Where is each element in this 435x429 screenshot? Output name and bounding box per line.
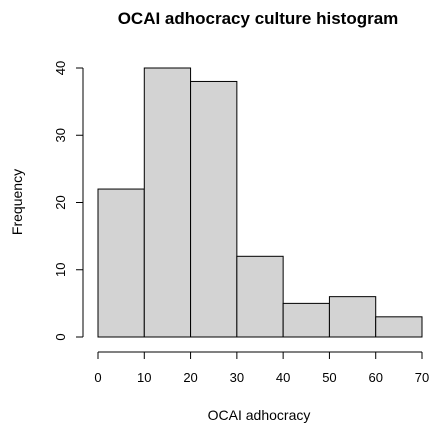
y-tick-label: 0 [53,333,68,340]
histogram-bar [328,296,377,338]
x-tick-label: 10 [137,370,151,385]
histogram-bar [190,80,238,338]
histogram-bar [143,67,192,338]
x-tick-label: 0 [94,370,101,385]
y-axis: 0 10 20 30 40 [53,61,84,341]
y-tick-label: 20 [53,195,68,209]
y-axis-title: Frequency [9,169,25,235]
x-tick-label: 60 [368,370,382,385]
y-tick-label: 10 [53,263,68,277]
histogram-bar [236,255,284,338]
x-tick-label: 40 [276,370,290,385]
x-axis-title: OCAI adhocracy [208,407,311,423]
histogram-bar [375,316,423,338]
y-tick-label: 40 [53,61,68,75]
x-tick-label: 50 [322,370,336,385]
x-tick-label: 20 [183,370,197,385]
histogram-bar [282,302,330,338]
x-tick-label: 70 [415,370,429,385]
x-axis: 0 10 20 30 40 50 60 70 [94,351,429,385]
bars-group [97,67,423,338]
chart-title: OCAI adhocracy culture histogram [118,9,399,28]
histogram-bar [97,188,145,338]
y-tick-label: 30 [53,128,68,142]
x-tick-label: 30 [230,370,244,385]
